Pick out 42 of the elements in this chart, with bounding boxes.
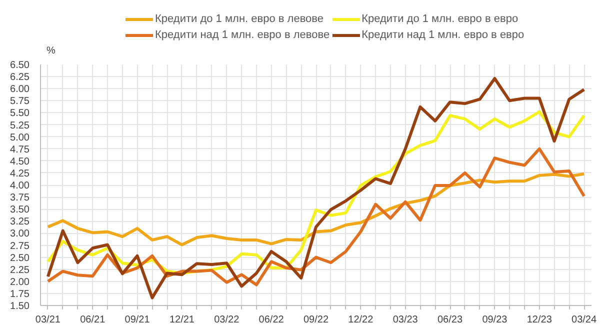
y-tick-label: 6.00 [10, 84, 30, 96]
x-tick-label: 09/22 [303, 314, 329, 326]
legend-label: Кредити до 1 млн. евро в левове [155, 12, 324, 26]
y-tick-label: 5.25 [10, 120, 30, 132]
y-tick-label: 1.50 [10, 301, 30, 312]
y-tick-label: 2.00 [10, 276, 30, 288]
y-tick-label: 1.75 [10, 288, 30, 300]
x-tick-label: 03/23 [392, 314, 418, 326]
x-tick-label: 06/22 [258, 314, 284, 326]
y-tick-label: 2.25 [10, 264, 30, 276]
y-axis-title: % [46, 46, 56, 56]
y-tick-label: 4.25 [10, 168, 30, 180]
legend-label: Кредити над 1 млн. евро в левове [155, 28, 330, 42]
y-tick-label: 5.75 [10, 96, 30, 108]
y-tick-label: 6.50 [10, 60, 30, 71]
legend-label: Кредити до 1 млн. евро в евро [362, 12, 518, 26]
y-tick-label: 5.50 [10, 108, 30, 120]
y-tick-label: 3.75 [10, 192, 30, 204]
y-tick-label: 3.50 [10, 204, 30, 216]
y-tick-label: 2.50 [10, 252, 30, 264]
line-series [46, 76, 586, 300]
y-tick-label: 5.00 [10, 132, 30, 144]
line-series [46, 172, 586, 246]
x-tick-label: 09/21 [124, 314, 150, 326]
line-series [46, 147, 586, 286]
x-tick-label: 12/21 [169, 314, 195, 326]
x-tick-label: 06/23 [438, 314, 463, 326]
y-tick-label: 6.25 [10, 72, 30, 84]
x-tick-label: 03/22 [214, 314, 240, 326]
x-tick-label: 06/21 [80, 314, 106, 326]
x-tick-label: 03/21 [35, 314, 61, 326]
y-tick-label: 3.00 [10, 228, 30, 240]
y-tick-label: 4.75 [10, 144, 30, 156]
x-tick-label: 12/23 [526, 314, 552, 326]
x-tick-label: 12/22 [348, 314, 374, 326]
y-tick-label: 4.50 [10, 156, 30, 168]
x-tick-label: 03/24 [572, 314, 598, 326]
legend-label: Кредити над 1 млн. евро в евро [362, 28, 524, 42]
x-tick-label: 09/23 [482, 314, 508, 326]
y-tick-label: 4.00 [10, 180, 30, 192]
y-tick-label: 3.25 [10, 216, 30, 228]
y-tick-label: 2.75 [10, 240, 30, 252]
